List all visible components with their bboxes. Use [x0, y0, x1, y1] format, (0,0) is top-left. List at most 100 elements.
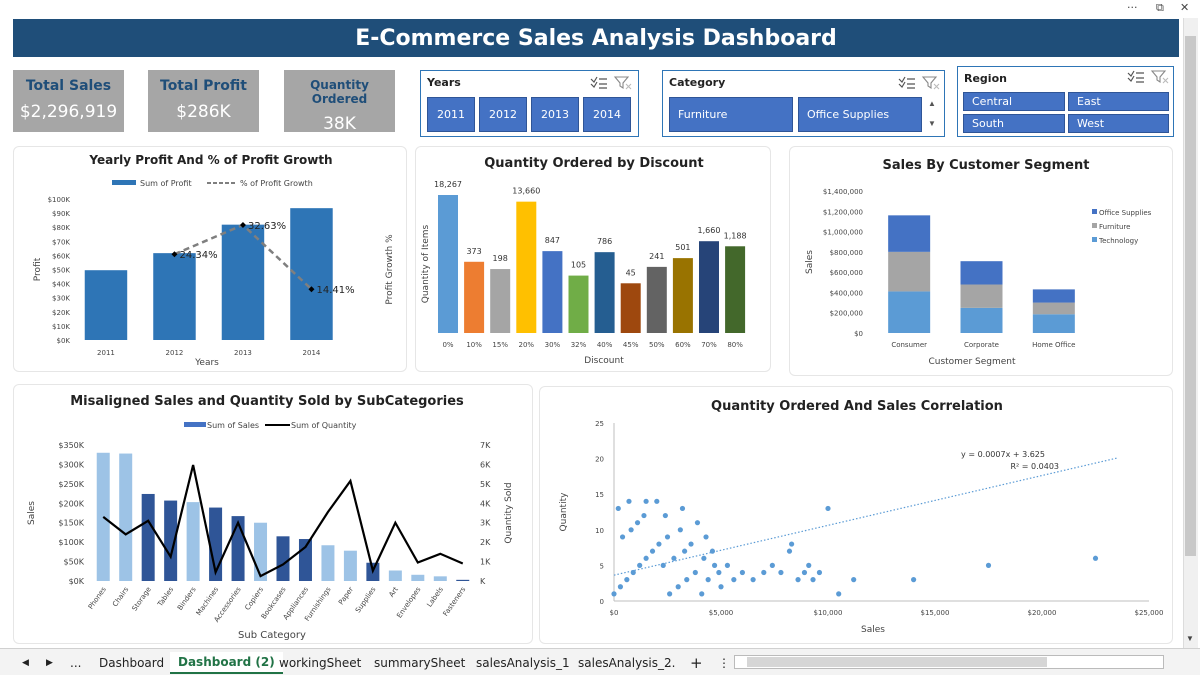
- multiselect-icon[interactable]: [590, 76, 607, 89]
- x-tick-label: Binders: [176, 585, 198, 612]
- slicer-item-east[interactable]: East: [1068, 92, 1169, 111]
- scroll-down-icon[interactable]: ▼: [928, 119, 936, 128]
- bar: [186, 502, 200, 581]
- stack-segment: [960, 261, 1003, 285]
- quantity-by-discount-chart: Quantity Ordered by Discount Quantity of …: [421, 156, 747, 366]
- tab-dashboard[interactable]: Dashboard: [99, 656, 165, 670]
- y-axis-label: Quantity of Items: [421, 224, 431, 303]
- clear-filter-icon[interactable]: [613, 76, 632, 90]
- clear-filter-icon[interactable]: [1150, 70, 1169, 84]
- more-sheets-left[interactable]: ...: [70, 656, 82, 670]
- x-tick-label: 32%: [571, 341, 587, 349]
- bar: [343, 550, 357, 581]
- slicer-toolbar: [1127, 70, 1169, 84]
- scroll-up-icon[interactable]: ▲: [928, 99, 936, 108]
- tab-salesanalysis-1[interactable]: salesAnalysis_1: [476, 656, 570, 670]
- scatter-point: [705, 577, 711, 583]
- slicer-item-furniture[interactable]: Furniture: [669, 97, 793, 132]
- slicer-title: Region: [964, 72, 1007, 85]
- subcategory-chart: Misaligned Sales and Quantity Sold by Su…: [27, 394, 514, 641]
- slicer-toolbar: [590, 76, 632, 90]
- scrollbar-thumb[interactable]: [747, 657, 1047, 667]
- bar: [153, 253, 196, 340]
- y-tick-label: 20: [595, 456, 604, 464]
- slicer-item-west[interactable]: West: [1068, 114, 1169, 133]
- more-options-button[interactable]: ···: [1127, 1, 1138, 14]
- x-tick-label: $5,000: [709, 609, 734, 617]
- scatter-point: [692, 569, 698, 576]
- slicer-item-2012[interactable]: 2012: [479, 97, 527, 132]
- multiselect-icon[interactable]: [898, 76, 915, 89]
- kpi-total-sales: Total Sales $2,296,919: [13, 70, 124, 132]
- legend-label: Furniture: [1099, 223, 1130, 231]
- scatter-point: [699, 591, 705, 597]
- x-tick-label: Fasteners: [442, 585, 468, 617]
- chart-title: Yearly Profit And % of Profit Growth: [88, 153, 332, 167]
- slicer-item-2013[interactable]: 2013: [531, 97, 579, 132]
- scatter-point: [724, 562, 731, 568]
- slicer-item-central[interactable]: Central: [963, 92, 1065, 111]
- stack-segment: [888, 215, 931, 252]
- legend-label: Sum of Profit: [140, 179, 192, 188]
- vertical-scrollbar[interactable]: ▼: [1183, 18, 1198, 648]
- x-tick-label: Phones: [87, 585, 108, 611]
- y-axis-label: Sales: [805, 250, 815, 274]
- stack-segment: [1032, 289, 1075, 303]
- tab-summarysheet[interactable]: summarySheet: [374, 656, 466, 670]
- y2-tick-label: 5K: [480, 480, 491, 489]
- tab-dashboard-2[interactable]: Dashboard (2): [170, 652, 283, 674]
- more-options-icon[interactable]: ⋮: [718, 656, 730, 670]
- stack-segment: [888, 291, 931, 333]
- slicer-item-2014[interactable]: 2014: [583, 97, 631, 132]
- bar: [490, 269, 511, 333]
- x-tick-label: 70%: [701, 341, 717, 349]
- scatter-point: [688, 541, 694, 547]
- next-sheet-icon[interactable]: ▶: [46, 658, 53, 668]
- add-sheet-button[interactable]: +: [690, 654, 703, 672]
- x-tick-label: Tables: [156, 585, 176, 609]
- x-tick-label: 60%: [675, 341, 691, 349]
- x-tick-label: 80%: [727, 341, 743, 349]
- quantity-line: [102, 464, 464, 578]
- scatter-point: [778, 569, 784, 576]
- data-label: 45: [626, 268, 636, 277]
- multiselect-icon[interactable]: [1127, 70, 1144, 83]
- tab-workingsheet[interactable]: workingSheet: [279, 656, 362, 670]
- tab-salesanalysis-2[interactable]: salesAnalysis_2: [578, 656, 672, 670]
- scrollbar-thumb[interactable]: [1185, 36, 1196, 556]
- more-sheets-right[interactable]: ...: [664, 656, 676, 670]
- region-slicer: Region Central East South West: [957, 66, 1174, 137]
- slicer-item-south[interactable]: South: [963, 114, 1065, 133]
- slicer-item-office-supplies[interactable]: Office Supplies: [798, 97, 922, 132]
- correlation-chart-panel: Quantity Ordered And Sales Correlation 0 5…: [539, 386, 1173, 644]
- scatter-point: [679, 505, 686, 512]
- x-tick-label: 45%: [623, 341, 639, 349]
- y-tick-label: 25: [595, 420, 604, 428]
- growth-marker: [239, 221, 246, 228]
- y-tick-label: $20K: [52, 309, 70, 317]
- restore-window-button[interactable]: ⧉: [1156, 1, 1164, 14]
- x-tick-label: Labels: [425, 585, 445, 608]
- horizontal-scrollbar[interactable]: [734, 655, 1164, 669]
- y2-tick-label: 4K: [480, 499, 491, 508]
- data-label: 18,267: [434, 180, 462, 189]
- y-tick-label: $800,000: [830, 249, 863, 257]
- data-label: 847: [545, 236, 560, 245]
- y-tick-label: $0K: [69, 577, 85, 586]
- x-tick-label: 10%: [466, 341, 482, 349]
- scatter-point: [634, 520, 641, 526]
- scroll-down-icon[interactable]: ▼: [1186, 634, 1194, 643]
- x-tick-label: $15,000: [921, 609, 950, 617]
- slicer-item-2011[interactable]: 2011: [427, 97, 475, 132]
- x-tick-label: 2012: [166, 349, 184, 357]
- scatter-point: [789, 541, 795, 547]
- y2-tick-label: 2K: [480, 538, 491, 547]
- clear-filter-icon[interactable]: [921, 76, 940, 90]
- kpi-value: $2,296,919: [19, 102, 118, 122]
- prev-sheet-icon[interactable]: ◀: [22, 658, 29, 668]
- x-axis-label: Customer Segment: [928, 357, 1016, 367]
- close-window-button[interactable]: ✕: [1180, 1, 1190, 14]
- x-tick-label: 2014: [303, 349, 321, 357]
- slicer-toolbar: [898, 76, 940, 90]
- y-tick-label: $90K: [52, 210, 70, 218]
